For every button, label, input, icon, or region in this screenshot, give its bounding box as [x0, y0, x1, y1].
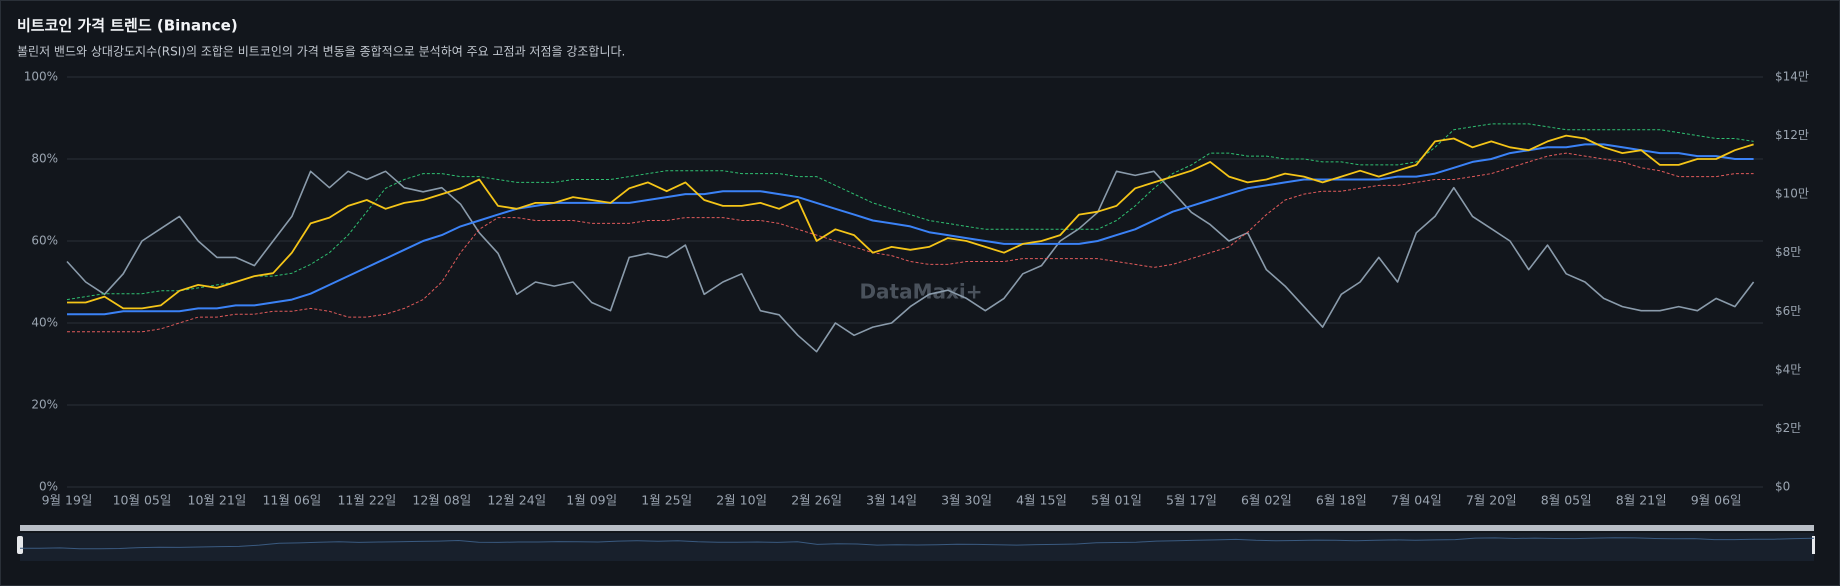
y2-tick-label: $0 — [1775, 480, 1790, 494]
y-tick-label: 60% — [31, 234, 58, 248]
navigator-bar[interactable] — [20, 525, 1814, 531]
x-tick-label: 5월 01일 — [1091, 493, 1142, 508]
x-tick-label: 5월 17일 — [1166, 493, 1217, 508]
x-tick-label: 10월 21일 — [188, 493, 247, 508]
y2-tick-label: $4만 — [1775, 362, 1801, 376]
series-line — [66, 170, 1755, 353]
navigator-handle[interactable] — [17, 536, 23, 554]
x-tick-label: 7월 20일 — [1466, 493, 1517, 508]
y2-tick-label: $2만 — [1775, 421, 1801, 435]
y2-tick-label: $14만 — [1775, 70, 1809, 84]
x-tick-label: 3월 30일 — [941, 493, 992, 508]
chart-subtitle: 볼린저 밴드와 상대강도지수(RSI)의 조합은 비트코인의 가격 변동을 종합… — [17, 45, 625, 59]
x-tick-label: 6월 18일 — [1316, 493, 1367, 508]
series-line — [67, 134, 1754, 310]
y-tick-label: 40% — [31, 316, 58, 330]
y-tick-label: 100% — [24, 70, 58, 84]
series-line — [67, 143, 1754, 316]
x-tick-label: 11월 06일 — [262, 493, 321, 508]
series-line — [66, 123, 1754, 301]
x-tick-label: 7월 04일 — [1391, 493, 1442, 508]
x-tick-label: 9월 19일 — [42, 493, 93, 508]
x-tick-label: 10월 05일 — [113, 493, 172, 508]
series-line — [67, 152, 1754, 333]
y-tick-label: 80% — [31, 152, 58, 166]
x-tick-label: 11월 22일 — [337, 493, 396, 508]
y2-tick-label: $8만 — [1775, 245, 1801, 259]
x-tick-label: 12월 08일 — [412, 493, 471, 508]
navigator-handle[interactable] — [1812, 536, 1815, 554]
x-tick-label: 4월 15일 — [1016, 493, 1067, 508]
x-tick-label: 6월 02일 — [1241, 493, 1292, 508]
x-tick-label: 9월 06일 — [1691, 493, 1742, 508]
x-tick-label: 8월 05일 — [1541, 493, 1592, 508]
x-tick-label: 1월 25일 — [641, 493, 692, 508]
y2-tick-label: $10만 — [1775, 187, 1809, 201]
x-tick-label: 1월 09일 — [566, 493, 617, 508]
y-tick-label: 20% — [31, 398, 58, 412]
x-tick-label: 2월 10일 — [716, 493, 767, 508]
chart-title: 비트코인 가격 트렌드 (Binance) — [17, 17, 238, 35]
navigator-line — [20, 537, 1815, 550]
y-tick-label: 0% — [39, 480, 58, 494]
x-tick-label: 3월 14일 — [866, 493, 917, 508]
x-tick-label: 8월 21일 — [1616, 493, 1667, 508]
y2-tick-label: $6만 — [1775, 304, 1801, 318]
y2-tick-label: $12만 — [1775, 128, 1809, 142]
navigator[interactable] — [20, 533, 1814, 561]
x-tick-label: 12월 24일 — [487, 493, 546, 508]
x-tick-label: 2월 26일 — [791, 493, 842, 508]
